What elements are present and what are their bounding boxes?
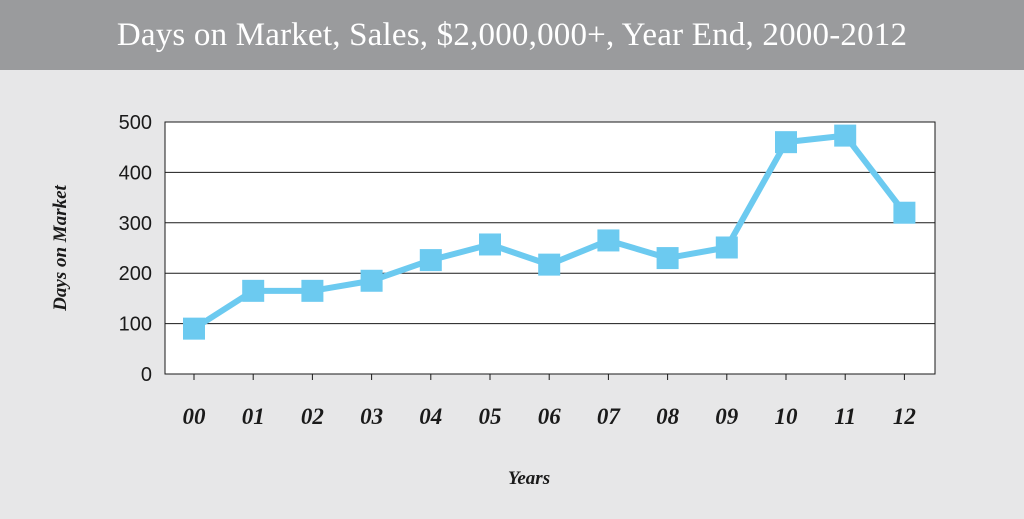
data-point-06: [538, 253, 561, 276]
x-tick-label-11: 11: [834, 404, 856, 429]
y-tick-label-100: 100: [119, 314, 152, 336]
plot-area: [164, 121, 936, 375]
x-tick-label-07: 07: [597, 404, 622, 429]
data-point-03: [360, 269, 383, 292]
y-tick-label-300: 300: [119, 213, 152, 235]
data-point-07: [597, 229, 620, 252]
y-tick-label-0: 0: [141, 364, 152, 386]
data-point-01: [242, 279, 265, 302]
data-point-00: [183, 317, 205, 340]
y-tick-label-500: 500: [119, 112, 152, 134]
grid-lines: [165, 171, 935, 325]
x-tick-label-10: 10: [775, 404, 799, 429]
x-tick-label-00: 00: [183, 404, 207, 429]
y-tick-label-400: 400: [119, 162, 152, 184]
y-tick-label-200: 200: [119, 263, 152, 285]
x-tick-label-06: 06: [538, 404, 562, 429]
data-point-08: [656, 247, 679, 270]
x-tick-label-04: 04: [419, 404, 442, 429]
x-tick-label-01: 01: [242, 404, 265, 429]
data-point-11: [834, 124, 857, 147]
chart-title: Days on Market, Sales, $2,000,000+, Year…: [116, 16, 908, 53]
x-tick-label-02: 02: [301, 404, 324, 429]
y-axis-ticks: 0 100 200 300 400 500: [119, 112, 152, 386]
data-point-09: [715, 236, 738, 259]
x-tick-label-12: 12: [893, 404, 916, 429]
series-group: [183, 124, 916, 340]
chart-title-bar: Days on Market, Sales, $2,000,000+, Year…: [0, 0, 1024, 70]
x-tick-label-08: 08: [656, 404, 680, 429]
data-point-10: [775, 131, 797, 154]
data-point-04: [419, 249, 442, 272]
x-axis-ticks: 00 01 02 03 04 05 06 07 08 09 10 11 12: [183, 374, 916, 429]
x-tick-label-05: 05: [479, 404, 502, 429]
data-point-05: [479, 233, 501, 256]
data-point-12: [893, 201, 916, 224]
x-tick-label-03: 03: [360, 404, 383, 429]
y-axis-label: Days on Market: [50, 184, 71, 311]
data-point-02: [301, 279, 324, 302]
x-tick-label-09: 09: [715, 404, 739, 429]
x-axis-label: Years: [508, 468, 550, 489]
